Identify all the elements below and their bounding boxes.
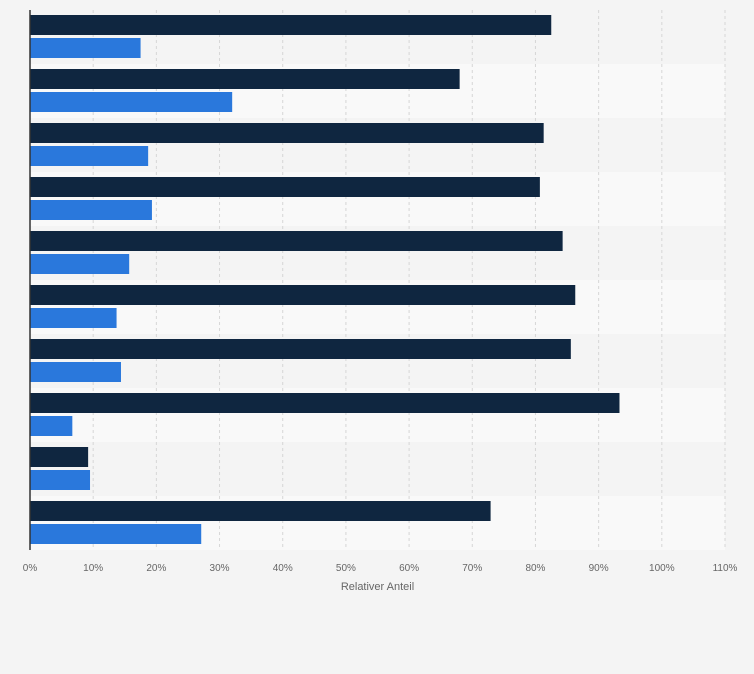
x-tick-label: 50% [336, 563, 356, 574]
bar-series-1[interactable] [30, 123, 544, 143]
bar-series-1[interactable] [30, 177, 540, 197]
x-tick-label: 80% [525, 563, 545, 574]
bar-series-2[interactable] [30, 308, 117, 328]
bar-series-2[interactable] [30, 524, 202, 544]
x-tick-label: 100% [649, 563, 675, 574]
bar-series-2[interactable] [30, 38, 141, 58]
x-tick-label: 20% [146, 563, 166, 574]
x-tick-label: 30% [210, 563, 230, 574]
x-tick-label: 110% [713, 563, 738, 574]
x-tick-label: 70% [462, 563, 482, 574]
x-tick-label: 60% [399, 563, 419, 574]
bar-series-2[interactable] [30, 362, 121, 382]
bars [30, 15, 620, 544]
row-band [30, 442, 725, 496]
x-tick-label: 90% [589, 563, 609, 574]
bar-series-2[interactable] [30, 416, 73, 436]
gridlines [92, 10, 726, 550]
x-tick-label: 0% [23, 563, 38, 574]
row-bands [30, 10, 725, 550]
x-tick-label: 40% [273, 563, 293, 574]
bar-series-2[interactable] [30, 200, 152, 220]
x-axis-title: Relativer Anteil [341, 581, 414, 593]
bar-series-1[interactable] [30, 231, 563, 251]
bar-series-2[interactable] [30, 146, 149, 166]
bar-series-1[interactable] [30, 393, 620, 413]
bar-series-2[interactable] [30, 92, 233, 112]
bar-series-2[interactable] [30, 254, 130, 274]
bar-series-1[interactable] [30, 15, 552, 35]
bar-series-2[interactable] [30, 470, 91, 490]
bar-series-1[interactable] [30, 447, 89, 467]
x-tick-label: 10% [83, 563, 103, 574]
bar-series-1[interactable] [30, 339, 571, 359]
bar-series-1[interactable] [30, 69, 460, 89]
bar-series-1[interactable] [30, 285, 576, 305]
x-tick-labels: 0% 10% 20% 30% 40% 50% 60% 70% 80% 90% 100% 110% [23, 563, 738, 574]
bar-series-1[interactable] [30, 501, 491, 521]
